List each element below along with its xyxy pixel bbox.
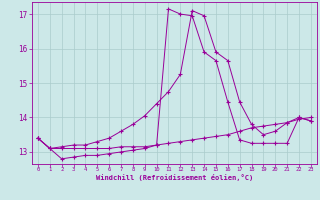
X-axis label: Windchill (Refroidissement éolien,°C): Windchill (Refroidissement éolien,°C) xyxy=(96,174,253,181)
